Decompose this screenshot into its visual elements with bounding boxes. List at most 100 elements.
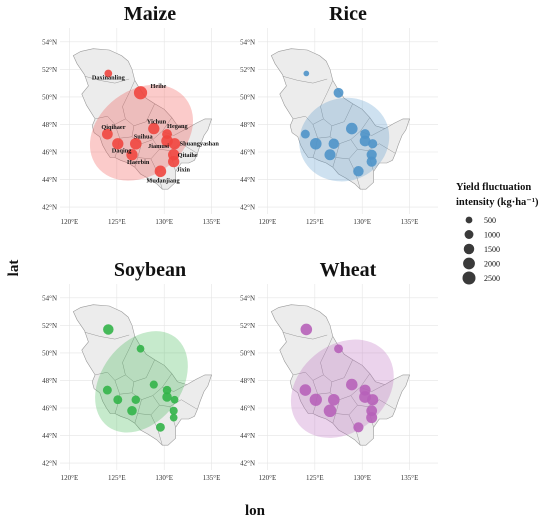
district-boundary [293, 115, 324, 125]
y-tick-label: 48°N [42, 377, 57, 385]
bubble-heihe [333, 87, 344, 98]
legend-bubble [464, 230, 474, 239]
bubble-qiqihaer [300, 129, 310, 139]
y-tick-label: 46°N [240, 405, 255, 413]
bubble-jiamusi [359, 391, 371, 403]
bubble-daxinanling [103, 324, 114, 335]
y-tick-label: 42°N [240, 204, 255, 212]
y-tick-label: 54°N [240, 294, 255, 302]
district-boundary [339, 117, 371, 144]
x-tick-label: 135°E [203, 218, 221, 226]
bubble-suihua [328, 138, 340, 149]
district-boundary [141, 117, 173, 144]
bubble-mudanjiang [154, 165, 167, 178]
map-panels: 120°E 125°E 130°E 135°E 42°N 44°N 46°N 48°N 50°N… [42, 3, 438, 482]
city-label-qitaihe: Qitaihe [178, 152, 198, 159]
y-tick-label: 52°N [42, 66, 57, 74]
district-boundary [131, 125, 135, 137]
bubble-jixin [366, 156, 377, 167]
legend-bubble [463, 243, 475, 255]
district-boundary [84, 75, 130, 84]
city-label-heihe: Heihe [151, 83, 167, 90]
bubble-yichun [346, 378, 358, 391]
panel-rice: 120°E 125°E 130°E 135°E 42°N 44°N 46°N 48°N 50°N… [240, 3, 438, 226]
bubble-yichun [346, 122, 358, 135]
x-tick-label: 130°E [155, 474, 173, 482]
bubble-qiqihaer [299, 384, 312, 396]
legend-label: 1500 [484, 245, 500, 254]
bubble-yichun [148, 122, 160, 135]
district-boundary [282, 75, 328, 84]
city-label-jiamusi: Jiamusi [148, 143, 169, 150]
bubble-daxinanling [303, 70, 310, 77]
y-tick-label: 42°N [42, 204, 57, 212]
legend-bubble [462, 271, 476, 285]
x-tick-label: 120°E [259, 218, 277, 226]
y-tick-label: 50°N [240, 349, 255, 357]
bubble-hegang [162, 385, 172, 395]
panel-title: Rice [329, 3, 367, 25]
panel-maize: 120°E 125°E 130°E 135°E 42°N 44°N 46°N 48°N 50°N… [42, 3, 240, 226]
city-label-daqing: Daqing [112, 148, 132, 155]
y-tick-label: 44°N [42, 176, 57, 184]
legend-title-line-2: intensity (kg·ha⁻¹) [456, 197, 539, 208]
x-tick-label: 135°E [401, 474, 419, 482]
bubble-heihe [133, 86, 148, 100]
x-tick-label: 125°E [306, 218, 324, 226]
y-tick-label: 42°N [42, 460, 57, 468]
panel-title: Maize [124, 3, 176, 25]
bubble-heihe [136, 344, 145, 353]
x-tick-label: 130°E [155, 218, 173, 226]
city-label-mudanjiang: Mudanjiang [146, 177, 180, 184]
panel-wheat: 120°E 125°E 130°E 135°E 42°N 44°N 46°N 48°N 50°N… [240, 259, 438, 482]
city-label-yichun: Yichun [147, 119, 167, 126]
distribution-ellipse [299, 97, 390, 182]
city-label-qiqihaer: Qiqihaer [101, 124, 125, 131]
district-boundary [141, 373, 173, 400]
bubble-daqing [112, 138, 124, 150]
panel-soybean: 120°E 125°E 130°E 135°E 42°N 44°N 46°N 48°N 50°N… [42, 259, 240, 482]
bubble-haerbin [323, 404, 337, 418]
bubble-shuangyashan [170, 395, 179, 404]
bubble-jiamusi [161, 135, 173, 147]
bubble-jiamusi [359, 135, 371, 147]
x-tick-label: 135°E [401, 218, 419, 226]
distribution-ellipse [89, 84, 193, 181]
y-axis-title: lat [6, 260, 22, 277]
bubble-jiamusi [162, 392, 172, 402]
district-boundary [329, 125, 333, 137]
y-tick-label: 48°N [240, 377, 255, 385]
district-boundary [95, 371, 126, 381]
distribution-ellipse [95, 331, 188, 433]
city-label-daxinanling: Daxinanling [92, 74, 126, 81]
panel-title: Soybean [114, 259, 186, 281]
x-tick-label: 120°E [259, 474, 277, 482]
bubble-suihua [131, 395, 141, 404]
bubble-haerbin [126, 149, 138, 161]
y-tick-label: 50°N [42, 349, 57, 357]
bubble-qiqihaer [102, 385, 112, 395]
bubble-suihua [130, 137, 142, 150]
bubble-mudanjiang [155, 422, 165, 432]
bubble-daxinanling [300, 323, 313, 336]
bubble-daqing [113, 395, 123, 405]
x-tick-label: 120°E [61, 474, 79, 482]
legend-label: 2500 [484, 274, 500, 283]
y-tick-label: 44°N [240, 176, 255, 184]
city-label-shuangyashan: Shuangyashan [180, 141, 220, 148]
y-tick-label: 52°N [240, 66, 255, 74]
y-tick-label: 44°N [42, 432, 57, 440]
legend-label: 500 [484, 216, 496, 225]
legend-items: 500 1000 1500 2000 2500 [462, 216, 500, 285]
x-tick-label: 125°E [108, 474, 126, 482]
x-axis-title: lon [245, 503, 266, 519]
y-tick-label: 46°N [42, 405, 57, 413]
x-tick-label: 120°E [61, 218, 79, 226]
panel-title: Wheat [320, 259, 377, 281]
x-tick-label: 130°E [353, 474, 371, 482]
y-tick-label: 44°N [240, 432, 255, 440]
y-tick-label: 54°N [42, 38, 57, 46]
bubble-mudanjiang [353, 422, 364, 433]
y-tick-label: 52°N [240, 322, 255, 330]
